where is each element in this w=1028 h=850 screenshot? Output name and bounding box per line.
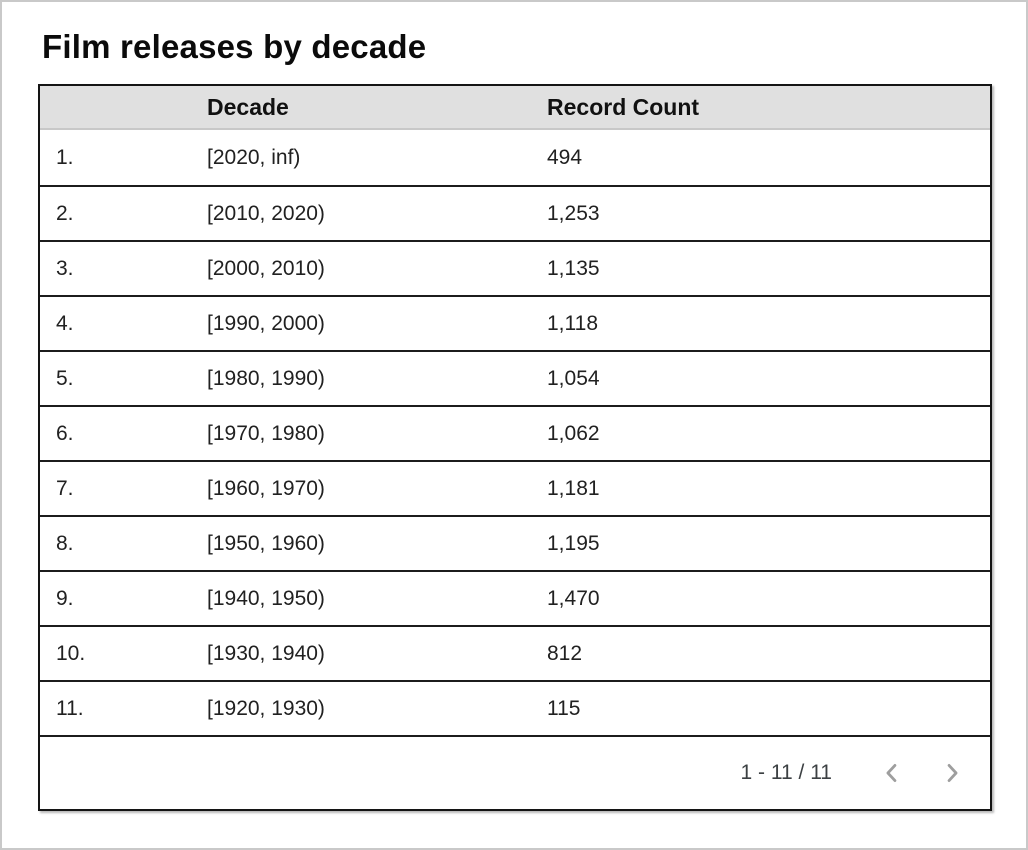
- row-index: 8.: [56, 531, 74, 555]
- table-row: 2. [2010, 2020) 1,253: [40, 185, 990, 240]
- film-releases-table: Decade Record Count 1. [2020, inf) 494 2…: [38, 84, 992, 811]
- row-decade-value: [1950, 1960): [207, 531, 325, 555]
- row-decade-value: [1970, 1980): [207, 421, 325, 445]
- row-decade-value: [1980, 1990): [207, 366, 325, 390]
- page-title: Film releases by decade: [42, 28, 427, 65]
- header-decade[interactable]: Decade: [207, 93, 289, 120]
- row-record-count-value: 1,135: [547, 256, 600, 280]
- table-row: 8. [1950, 1960) 1,195: [40, 515, 990, 570]
- row-record-count-value: 1,195: [547, 531, 600, 555]
- row-index: 6.: [56, 421, 74, 445]
- row-decade-value: [2020, inf): [207, 145, 301, 169]
- table-row: 10. [1930, 1940) 812: [40, 625, 990, 680]
- chevron-right-icon: [938, 759, 966, 787]
- row-record-count-value: 1,118: [547, 311, 598, 335]
- row-index: 4.: [56, 311, 74, 335]
- row-record-count-value: 1,054: [547, 366, 600, 390]
- table-row: 11. [1920, 1930) 115: [40, 680, 990, 735]
- row-record-count-value: 1,253: [547, 201, 600, 225]
- row-decade-value: [1990, 2000): [207, 311, 325, 335]
- row-record-count-value: 812: [547, 641, 583, 665]
- row-index: 10.: [56, 641, 86, 665]
- table-row: 5. [1980, 1990) 1,054: [40, 350, 990, 405]
- row-decade-value: [1920, 1930): [207, 696, 325, 720]
- row-index: 7.: [56, 476, 74, 500]
- row-index: 9.: [56, 586, 74, 610]
- table-row: 3. [2000, 2010) 1,135: [40, 240, 990, 295]
- header-record-count[interactable]: Record Count: [547, 93, 700, 120]
- row-index: 5.: [56, 366, 74, 390]
- row-decade-value: [1960, 1970): [207, 476, 325, 500]
- row-record-count-value: 115: [547, 696, 581, 720]
- row-decade-value: [2010, 2020): [207, 201, 325, 225]
- row-record-count-value: 1,062: [547, 421, 600, 445]
- row-index: 11.: [56, 696, 84, 720]
- row-record-count-value: 1,181: [547, 476, 600, 500]
- row-index: 1.: [56, 145, 74, 169]
- table-row: 7. [1960, 1970) 1,181: [40, 460, 990, 515]
- row-record-count-value: 1,470: [547, 586, 600, 610]
- pagination-range-label: 1 - 11 / 11: [740, 761, 832, 784]
- table-row: 9. [1940, 1950) 1,470: [40, 570, 990, 625]
- pagination-bar: 1 - 11 / 11: [40, 735, 990, 809]
- table-row: 4. [1990, 2000) 1,118: [40, 295, 990, 350]
- row-record-count-value: 494: [547, 145, 583, 169]
- table-row: 6. [1970, 1980) 1,062: [40, 405, 990, 460]
- row-index: 2.: [56, 201, 74, 225]
- table-body: 1. [2020, inf) 494 2. [2010, 2020) 1,253…: [40, 130, 990, 735]
- row-decade-value: [2000, 2010): [207, 256, 325, 280]
- row-decade-value: [1940, 1950): [207, 586, 325, 610]
- chevron-left-icon: [878, 759, 906, 787]
- table-row: 1. [2020, inf) 494: [40, 130, 990, 185]
- row-decade-value: [1930, 1940): [207, 641, 325, 665]
- previous-page-button[interactable]: [876, 757, 908, 789]
- table-header-row: Decade Record Count: [40, 86, 990, 130]
- next-page-button[interactable]: [936, 757, 968, 789]
- row-index: 3.: [56, 256, 74, 280]
